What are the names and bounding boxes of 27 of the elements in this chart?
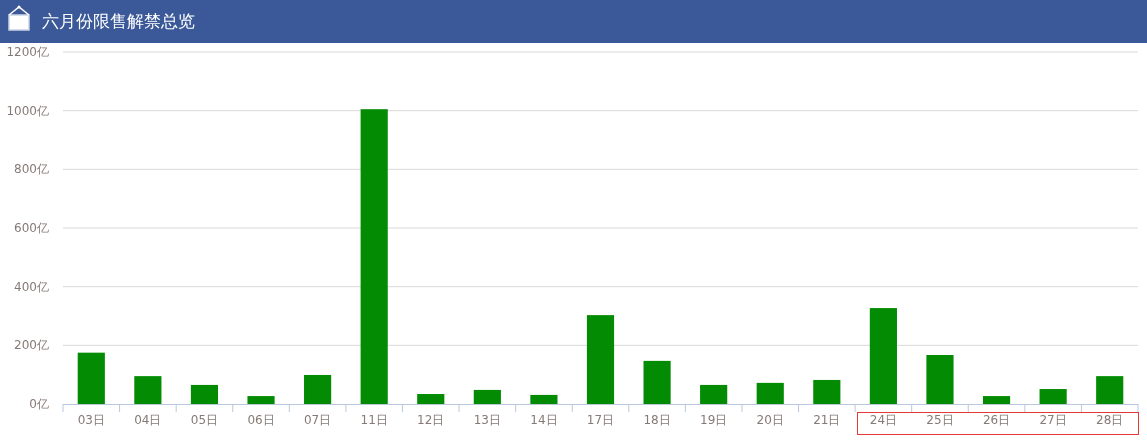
x-tick-label: 04日 <box>134 413 162 427</box>
y-tick-label: 400亿 <box>14 279 49 294</box>
x-tick-label: 18日 <box>643 413 671 427</box>
y-tick-label: 800亿 <box>14 162 49 177</box>
x-tick-label: 07日 <box>303 413 332 427</box>
x-tick-label: 21日 <box>813 413 841 427</box>
y-tick-label: 200亿 <box>14 338 49 353</box>
x-tick-label: 11日 <box>360 413 388 427</box>
chart-title: 六月份限售解禁总览 <box>42 11 195 31</box>
y-tick-label: 0亿 <box>29 397 49 411</box>
x-tick-label: 03日 <box>77 413 105 427</box>
y-tick-label: 1200亿 <box>6 45 49 59</box>
x-tick-label: 27日 <box>1039 413 1067 427</box>
x-tick-label: 19日 <box>700 413 728 427</box>
x-tick-label: 26日 <box>982 413 1011 427</box>
x-tick-label: 13日 <box>473 413 501 427</box>
x-tick-label: 25日 <box>926 413 954 427</box>
x-tick-label: 06日 <box>247 413 275 427</box>
x-tick-label: 20日 <box>756 413 784 427</box>
y-tick-label: 600亿 <box>14 221 49 235</box>
x-tick-label: 14日 <box>530 413 558 427</box>
x-tick-label: 05日 <box>190 413 219 427</box>
x-tick-label: 17日 <box>586 413 615 427</box>
y-tick-label: 1000亿 <box>6 103 49 118</box>
x-tick-label: 28日 <box>1096 413 1124 427</box>
x-tick-label: 24日 <box>869 413 898 427</box>
x-tick-label: 12日 <box>417 413 445 427</box>
